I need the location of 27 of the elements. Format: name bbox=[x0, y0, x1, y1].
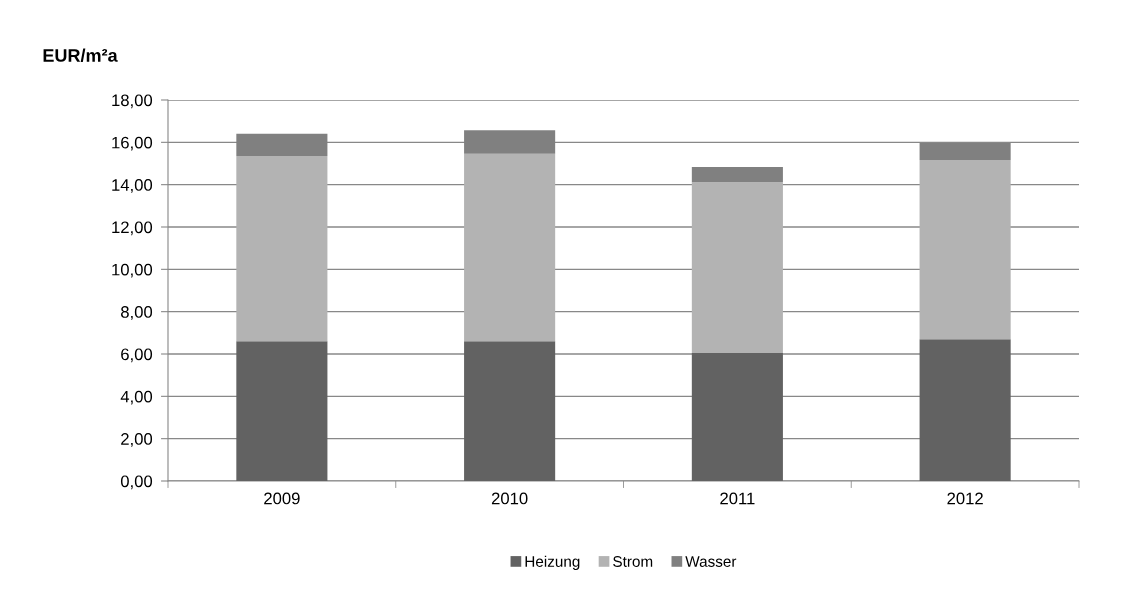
bar bbox=[691, 182, 783, 353]
bar bbox=[919, 160, 1011, 340]
y-tick-label: 14,00 bbox=[112, 179, 153, 193]
y-tick-label: 4,00 bbox=[120, 390, 153, 405]
bar bbox=[691, 352, 783, 481]
y-tick-label: 0,00 bbox=[120, 475, 153, 490]
y-tick-label: 10,00 bbox=[112, 263, 153, 278]
y-tick-label: 6,00 bbox=[121, 348, 153, 363]
y-tick-label: 16,00 bbox=[112, 136, 153, 151]
bar bbox=[691, 166, 783, 183]
y-tick-label: 2,00 bbox=[121, 433, 153, 447]
x-tick-label: 2010 bbox=[491, 492, 528, 505]
x-tick-label: 2011 bbox=[720, 492, 755, 505]
legend-label: Heizung bbox=[525, 555, 580, 570]
bar bbox=[464, 341, 556, 481]
bar bbox=[236, 156, 328, 342]
bar bbox=[919, 339, 1011, 481]
bar bbox=[236, 341, 328, 481]
y-tick-label: 8,00 bbox=[121, 306, 153, 320]
y-tick-label: 18,00 bbox=[112, 94, 153, 109]
y-axis-title: EUR/m²a bbox=[43, 48, 118, 63]
bar bbox=[464, 153, 556, 342]
legend-label: Strom bbox=[613, 556, 653, 567]
x-tick-label: 2012 bbox=[947, 492, 983, 505]
x-tick-label: 2009 bbox=[264, 492, 300, 505]
legend-label: Wasser bbox=[685, 556, 737, 567]
y-tick-label: 12,00 bbox=[112, 221, 153, 236]
